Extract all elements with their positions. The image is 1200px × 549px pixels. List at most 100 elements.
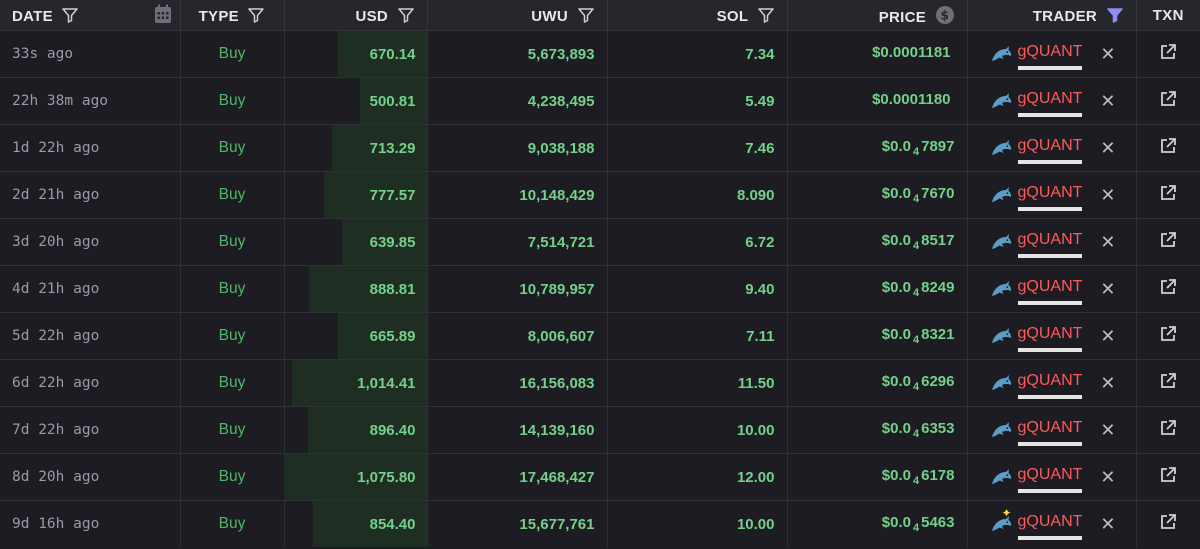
trade-price: $0.0 4 6296 [787,359,968,407]
dolphin-icon [990,233,1012,251]
table-row[interactable]: 22h 38m ago Buy 500.81 4,238,495 5.49 $0.0001… [0,77,1200,125]
usd-volume-bar [341,219,427,265]
table-row[interactable]: 1d 22h ago Buy 713.29 9,038,188 7.46 $0.0 4 789… [0,124,1200,172]
table-row[interactable]: 4d 21h ago Buy 888.81 10,789,957 9.40 $0.0 4 82… [0,265,1200,313]
external-link-icon[interactable] [1159,325,1177,343]
trader-name-link[interactable]: gQUANT [1017,232,1083,258]
external-link-icon[interactable] [1159,90,1177,108]
external-link-icon[interactable] [1159,513,1177,531]
trade-type: Buy [180,218,285,266]
external-link-icon[interactable] [1159,137,1177,155]
header-row: DATE TYPE USD UWU SOL PRICE [0,0,1200,31]
trade-price: $0.0 4 6353 [787,406,968,454]
external-link-icon[interactable] [1159,278,1177,296]
filter-icon[interactable] [61,6,79,24]
trade-trader: gQUANT ✕ [967,359,1137,407]
trade-uwu: 4,238,495 [427,77,608,125]
column-header-price[interactable]: PRICE $ [787,0,968,31]
trade-uwu: 8,006,607 [427,312,608,360]
column-header-usd[interactable]: USD [284,0,428,31]
close-icon[interactable]: ✕ [1100,90,1116,111]
calendar-icon[interactable] [154,4,172,24]
price-digits: 6353 [921,420,955,437]
close-icon[interactable]: ✕ [1100,184,1116,205]
trade-date: 1d 22h ago [0,124,181,172]
trade-usd-value: 665.89 [369,327,416,345]
price-digits: 8249 [921,279,955,296]
price-digits: 7897 [921,138,955,155]
close-icon[interactable]: ✕ [1100,137,1116,158]
close-icon[interactable]: ✕ [1100,372,1116,393]
trade-txn [1136,124,1200,172]
external-link-icon[interactable] [1159,419,1177,437]
price-digits: 5463 [921,514,955,531]
trade-txn [1136,30,1200,78]
trader-name-link[interactable]: gQUANT [1017,44,1083,70]
column-header-type[interactable]: TYPE [180,0,285,31]
usd-volume-bar [359,78,427,124]
table-row[interactable]: 6d 22h ago Buy 1,014.41 16,156,083 11.50 $0.0… [0,359,1200,407]
dolphin-icon [990,468,1012,486]
column-header-usd-label: USD [355,7,389,25]
table-row[interactable]: 5d 22h ago Buy 665.89 8,006,607 7.11 $0.0 4 832… [0,312,1200,360]
price-zero-count: 4 [913,475,920,487]
trade-usd-value: 896.40 [369,421,416,439]
close-icon[interactable]: ✕ [1100,419,1116,440]
price-prefix: $0.0 [881,467,911,484]
table-row[interactable]: 3d 20h ago Buy 639.85 7,514,721 6.72 $0.0 4 851… [0,218,1200,266]
external-link-icon[interactable] [1159,43,1177,61]
trade-usd: 1,014.41 [284,359,428,407]
trader-name-link[interactable]: gQUANT [1017,467,1083,493]
table-row[interactable]: 7d 22h ago Buy 896.40 14,139,160 10.00 $0.0 4 6… [0,406,1200,454]
filter-icon[interactable] [397,6,415,24]
trader-name-link[interactable]: gQUANT [1017,138,1083,164]
external-link-icon[interactable] [1159,184,1177,202]
close-icon[interactable]: ✕ [1100,278,1116,299]
filter-icon[interactable] [577,6,595,24]
table-row[interactable]: 2d 21h ago Buy 777.57 10,148,429 8.090 $0.0 4 7… [0,171,1200,219]
trade-uwu: 15,677,761 [427,500,608,547]
trade-usd-value: 500.81 [369,92,416,110]
trade-type: Buy [180,124,285,172]
table-row[interactable]: 9d 16h ago Buy 854.40 15,677,761 10.00 $0.0 4 5… [0,500,1200,547]
price-zero-count: 4 [913,287,920,299]
price-prefix: $0.0 [881,138,911,155]
close-icon[interactable]: ✕ [1100,325,1116,346]
filter-icon[interactable] [757,6,775,24]
close-icon[interactable]: ✕ [1100,513,1116,534]
column-header-date[interactable]: DATE [0,0,181,31]
external-link-icon[interactable] [1159,372,1177,390]
close-icon[interactable]: ✕ [1100,466,1116,487]
external-link-icon[interactable] [1159,231,1177,249]
trade-trader: gQUANT ✕ [967,124,1137,172]
dolphin-icon [990,92,1012,110]
filter-icon[interactable] [247,6,265,24]
dolphin-icon [990,327,1012,345]
external-link-icon[interactable] [1159,466,1177,484]
price-prefix: $0.0 [881,373,911,390]
price-zero-count: 4 [913,146,920,158]
column-header-sol[interactable]: SOL [607,0,788,31]
trade-usd: 713.29 [284,124,428,172]
column-header-trader[interactable]: TRADER [967,0,1137,31]
table-row[interactable]: 8d 20h ago Buy 1,075.80 17,468,427 12.00 $0.0… [0,453,1200,501]
trader-name-link[interactable]: gQUANT [1017,326,1083,352]
trader-name-link[interactable]: gQUANT [1017,91,1083,117]
trader-name-link[interactable]: gQUANT [1017,373,1083,399]
filter-active-icon[interactable] [1106,6,1124,24]
trade-type: Buy [180,77,285,125]
trader-name-link[interactable]: gQUANT [1017,514,1083,540]
trade-date: 5d 22h ago [0,312,181,360]
trade-type: Buy [180,171,285,219]
close-icon[interactable]: ✕ [1100,231,1116,252]
trade-usd-value: 854.40 [369,515,416,533]
table-row[interactable]: 33s ago Buy 670.14 5,673,893 7.34 $0.0001181 g… [0,30,1200,78]
trader-name-link[interactable]: gQUANT [1017,279,1083,305]
trader-name-link[interactable]: gQUANT [1017,420,1083,446]
usd-volume-bar [308,266,427,312]
column-header-uwu[interactable]: UWU [427,0,608,31]
trader-name-link[interactable]: gQUANT [1017,185,1083,211]
dollar-circle-icon[interactable]: $ [935,5,955,25]
close-icon[interactable]: ✕ [1100,43,1116,64]
